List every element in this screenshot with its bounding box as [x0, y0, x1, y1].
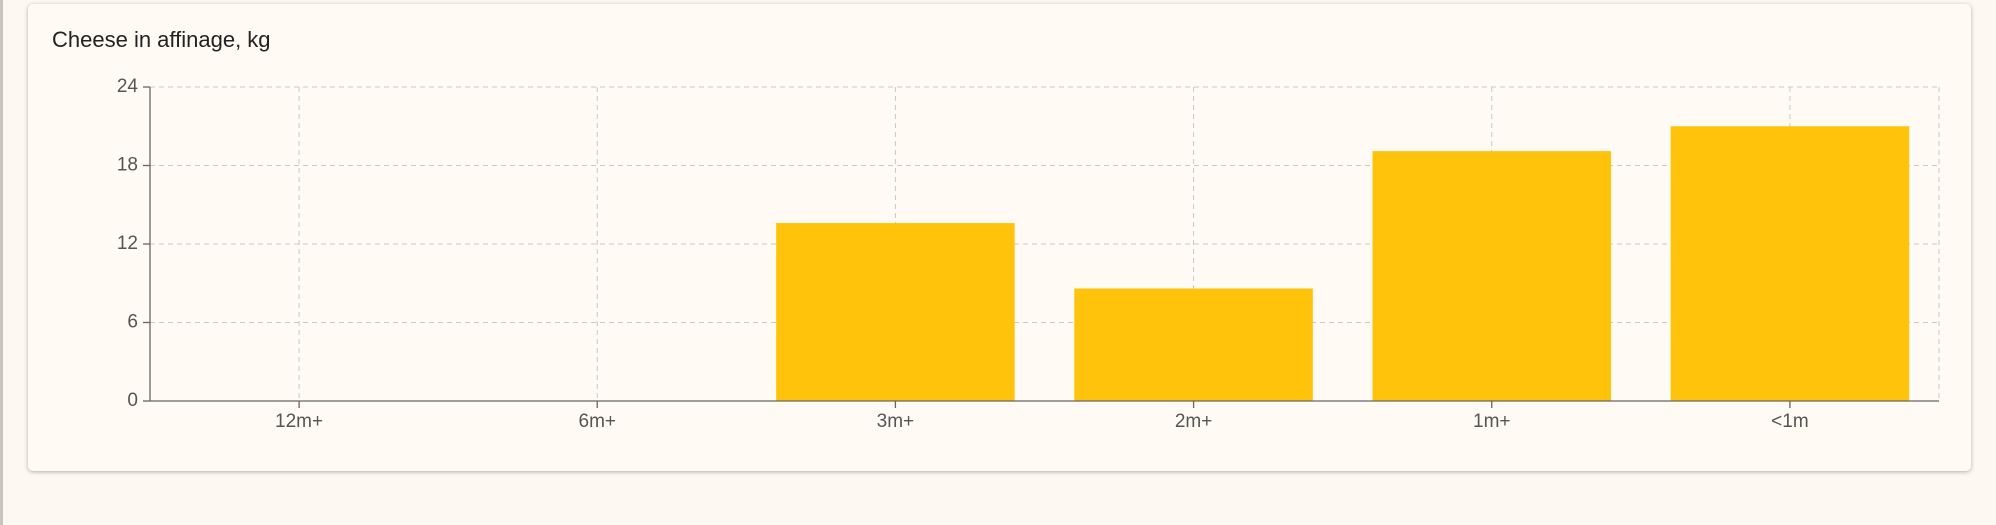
y-tick-label: 0 [127, 390, 138, 411]
bar [1670, 126, 1910, 401]
y-tick-label: 6 [127, 312, 138, 333]
x-tick-label: 12m+ [275, 411, 323, 432]
x-tick-label: 6m+ [579, 411, 617, 432]
bar [1074, 288, 1313, 401]
y-tick-label: 24 [117, 76, 139, 97]
x-tick-label: 2m+ [1175, 411, 1213, 432]
window-edge [0, 0, 3, 525]
x-tick-label: 1m+ [1473, 411, 1511, 432]
bar [1372, 151, 1612, 401]
y-tick-label: 18 [117, 155, 138, 176]
chart-title: Cheese in affinage, kg [52, 27, 271, 52]
bar [776, 223, 1015, 401]
x-tick-label: <1m [1771, 411, 1809, 432]
x-tick-label: 3m+ [877, 411, 915, 432]
y-tick-label: 12 [117, 233, 138, 254]
